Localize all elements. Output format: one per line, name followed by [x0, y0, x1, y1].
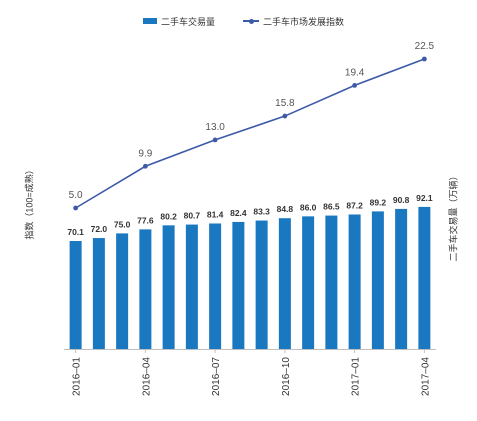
x-tick-label-2016-04: 2016–04: [141, 357, 152, 396]
bar-2016-10: [278, 218, 291, 349]
bar-2016-11: [302, 216, 315, 349]
legend-bar-swatch: [143, 18, 157, 24]
bar-2017-03: [395, 208, 408, 349]
index-label-2016-01: 5.0: [69, 190, 83, 201]
index-label-2016-10: 15.8: [275, 98, 295, 109]
index-point-2017-04: [421, 56, 427, 62]
x-tick-label-2017-01: 2017–01: [351, 357, 362, 396]
index-point-2016-01: [73, 205, 79, 211]
legend-item-market-index: 二手车市场发展指数: [243, 14, 344, 28]
legend-label-transaction-volume: 二手车交易量: [161, 16, 216, 27]
index-label-2016-07: 13.0: [205, 122, 225, 133]
bar-2016-04: [139, 229, 152, 349]
bar-2016-08: [232, 221, 245, 349]
bar-2017-02: [371, 211, 384, 349]
bar-label-2016-03: 75.0: [114, 219, 131, 229]
bar-2017-04: [418, 206, 431, 349]
legend-item-transaction-volume: 二手车交易量: [143, 14, 215, 28]
bar-2016-05: [162, 225, 175, 349]
bar-label-2016-04: 77.6: [137, 215, 154, 225]
bar-label-2016-12: 86.5: [323, 202, 340, 212]
x-tick-label-2016-07: 2016–07: [211, 357, 222, 396]
bar-label-2016-08: 82.4: [230, 208, 247, 218]
x-tick-label-2016-01: 2016–01: [72, 357, 83, 396]
x-tick-label-2016-10: 2016–10: [281, 357, 292, 396]
bar-label-2016-06: 80.7: [184, 211, 201, 221]
bar-label-2017-02: 89.2: [370, 197, 387, 207]
bar-2016-07: [209, 223, 222, 349]
index-label-2016-04: 9.9: [138, 148, 152, 159]
bar-label-2016-01: 70.1: [67, 227, 84, 237]
index-label-2017-01: 19.4: [345, 67, 365, 78]
bar-2016-03: [116, 233, 129, 349]
index-line: [75, 58, 425, 209]
index-point-2016-07: [212, 137, 218, 143]
index-point-2017-01: [352, 82, 358, 88]
bar-2017-01: [348, 214, 361, 349]
index-point-2016-10: [282, 113, 288, 119]
bar-label-2017-03: 90.8: [393, 195, 410, 205]
bar-label-2016-05: 80.2: [160, 211, 177, 221]
bar-2016-01: [69, 241, 82, 349]
legend: 二手车交易量 二手车市场发展指数: [0, 14, 477, 28]
bar-2016-06: [185, 224, 198, 349]
bar-2016-09: [255, 220, 268, 349]
bar-label-2016-11: 86.0: [300, 202, 317, 212]
bar-label-2017-04: 92.1: [416, 193, 433, 203]
bar-label-2016-10: 84.8: [277, 204, 294, 214]
bar-label-2016-07: 81.4: [207, 209, 224, 219]
bar-2016-12: [325, 215, 338, 349]
bar-label-2016-02: 72.0: [91, 224, 108, 234]
bar-2016-02: [92, 238, 105, 349]
bar-label-2016-09: 83.3: [253, 207, 270, 217]
index-point-2016-04: [142, 163, 148, 169]
legend-label-market-index: 二手车市场发展指数: [263, 16, 345, 27]
bar-label-2017-01: 87.2: [346, 200, 363, 210]
x-tick-label-2017-04: 2017–04: [420, 357, 431, 396]
legend-line-swatch: [243, 17, 259, 25]
index-label-2017-04: 22.5: [415, 41, 435, 52]
